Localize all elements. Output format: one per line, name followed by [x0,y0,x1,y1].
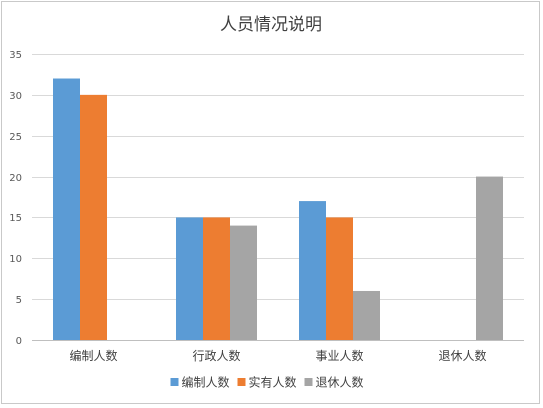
bar [230,225,257,340]
y-tick-label: 5 [16,295,22,306]
legend-swatch [304,378,313,386]
bar [476,176,503,340]
chart-title: 人员情况说明 [220,15,322,35]
legend-label: 退休人数 [316,375,364,390]
bar [203,217,230,340]
y-tick-label: 0 [16,336,22,347]
bars [53,78,503,340]
legend-swatch [237,378,246,386]
y-tick-label: 35 [9,50,22,61]
bar [53,78,80,340]
legend-label: 编制人数 [182,375,230,390]
bar [176,217,203,340]
y-tick-label: 20 [9,173,22,184]
bar [326,217,353,340]
y-axis-ticks: 0 5 10 15 20 25 30 35 [9,50,22,347]
x-category-label: 事业人数 [315,348,363,363]
x-category-label: 编制人数 [69,348,117,363]
legend: 编制人数 实有人数 退休人数 [170,375,364,390]
x-category-label: 行政人数 [192,348,240,363]
x-category-label: 退休人数 [438,348,486,363]
x-axis-categories: 编制人数 行政人数 事业人数 退休人数 [69,348,486,363]
bar [299,201,326,340]
y-tick-label: 15 [9,213,22,224]
gridlines [32,54,524,341]
legend-swatch [170,378,179,386]
y-tick-label: 30 [9,91,22,102]
bar [80,94,107,340]
legend-label: 实有人数 [249,375,297,390]
bar [353,290,380,340]
y-tick-label: 10 [9,254,22,265]
y-tick-label: 25 [9,132,22,143]
